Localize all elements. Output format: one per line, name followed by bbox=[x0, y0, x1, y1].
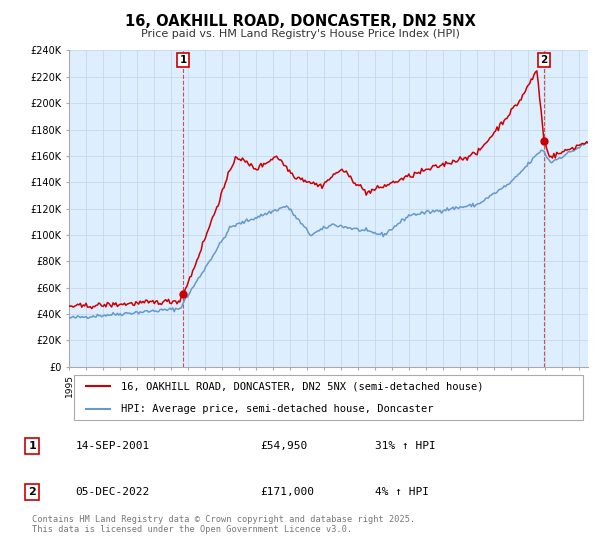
Text: 31% ↑ HPI: 31% ↑ HPI bbox=[375, 441, 436, 451]
Text: 1: 1 bbox=[179, 55, 187, 65]
Text: 14-SEP-2001: 14-SEP-2001 bbox=[76, 441, 150, 451]
Text: 16, OAKHILL ROAD, DONCASTER, DN2 5NX: 16, OAKHILL ROAD, DONCASTER, DN2 5NX bbox=[125, 14, 475, 29]
Text: Price paid vs. HM Land Registry's House Price Index (HPI): Price paid vs. HM Land Registry's House … bbox=[140, 29, 460, 39]
Text: 2: 2 bbox=[29, 487, 36, 497]
Text: HPI: Average price, semi-detached house, Doncaster: HPI: Average price, semi-detached house,… bbox=[121, 404, 433, 414]
Text: £171,000: £171,000 bbox=[260, 487, 314, 497]
Text: 1: 1 bbox=[29, 441, 36, 451]
Text: Contains HM Land Registry data © Crown copyright and database right 2025.
This d: Contains HM Land Registry data © Crown c… bbox=[32, 515, 416, 534]
Text: £54,950: £54,950 bbox=[260, 441, 307, 451]
FancyBboxPatch shape bbox=[74, 375, 583, 420]
Text: 16, OAKHILL ROAD, DONCASTER, DN2 5NX (semi-detached house): 16, OAKHILL ROAD, DONCASTER, DN2 5NX (se… bbox=[121, 381, 484, 391]
Text: 05-DEC-2022: 05-DEC-2022 bbox=[76, 487, 150, 497]
Text: 2: 2 bbox=[541, 55, 548, 65]
Text: 4% ↑ HPI: 4% ↑ HPI bbox=[375, 487, 429, 497]
